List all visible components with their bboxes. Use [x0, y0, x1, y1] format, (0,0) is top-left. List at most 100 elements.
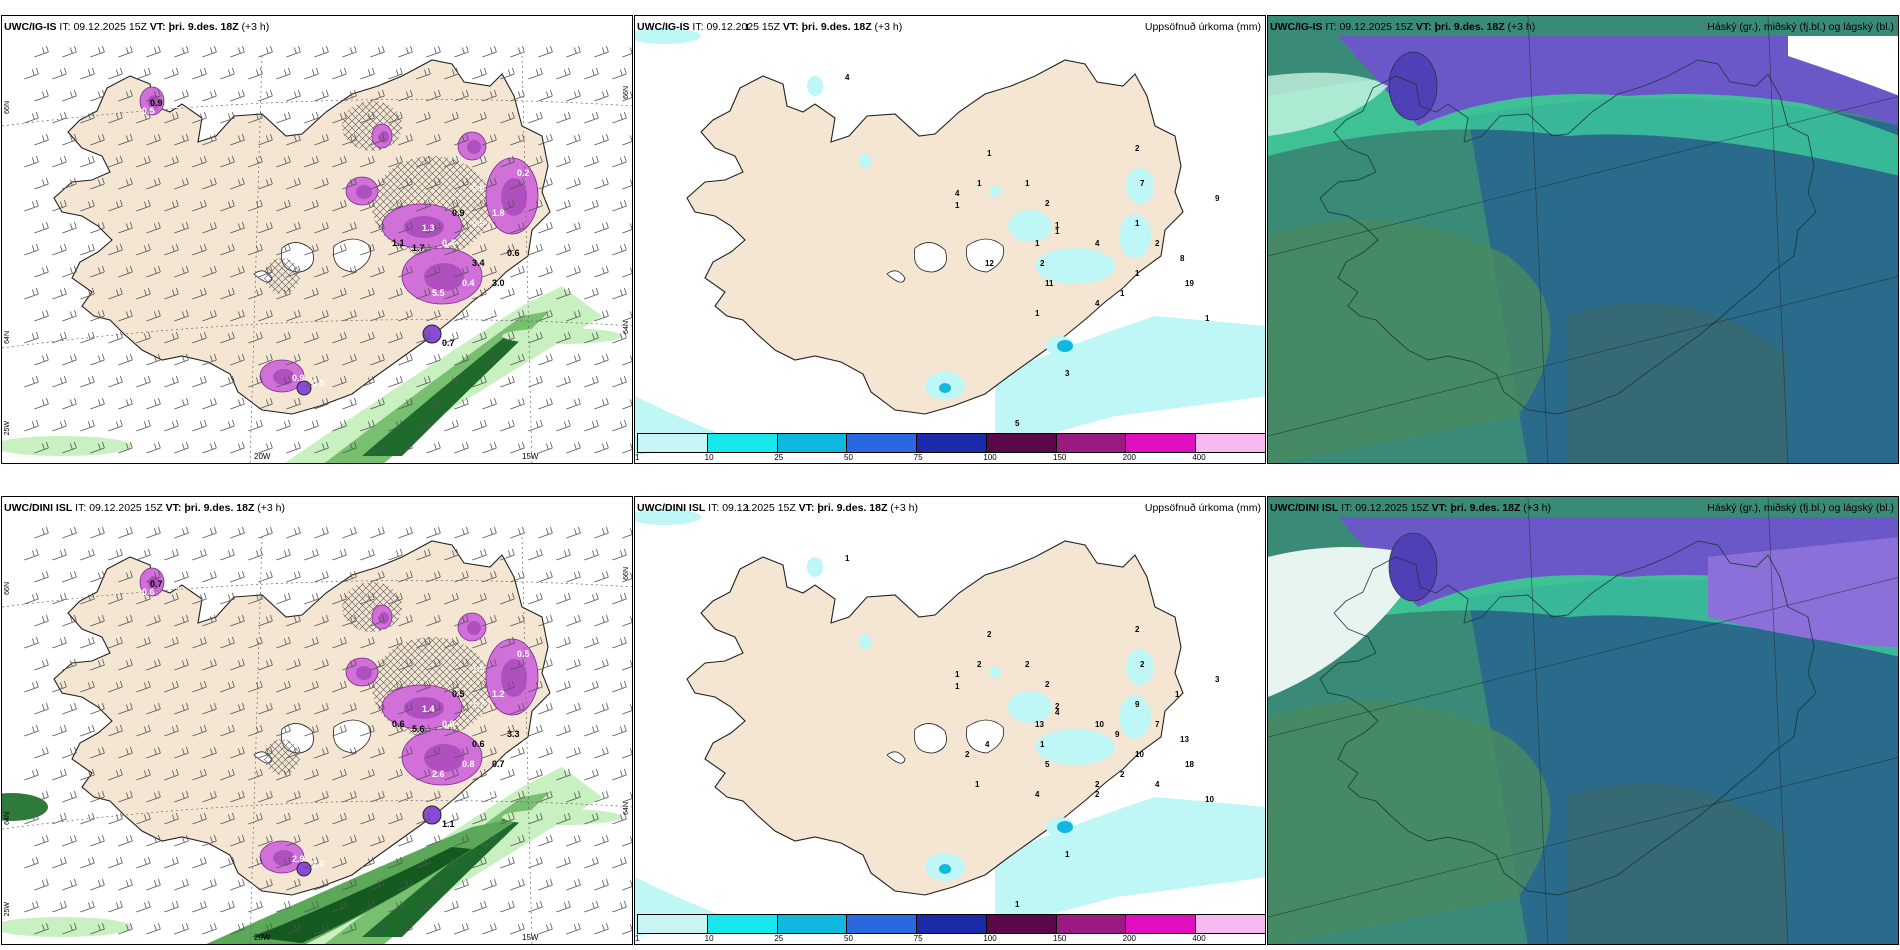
precip-value-label: 10	[1135, 750, 1144, 759]
snow-value-label: 0.8	[167, 581, 180, 591]
precip-value-label: 4	[1095, 239, 1100, 248]
cloud-map	[1268, 497, 1898, 944]
snow-value-label: 3.0	[492, 278, 505, 288]
snow-value-label: 0.7	[150, 579, 163, 589]
precip-value-label: 10	[1205, 795, 1214, 804]
colorbar-segment	[707, 915, 778, 933]
precip-value-label: 1	[955, 682, 960, 691]
snow-value-label: 0.2	[517, 168, 530, 178]
snow-value-label: 1.2	[492, 689, 505, 699]
precip-value-label: 1	[1035, 309, 1040, 318]
colorbar-tick-label: 25	[774, 934, 784, 943]
snow-value-label: 3.4	[472, 258, 485, 268]
snow-value-label: 0.5	[517, 649, 530, 659]
precip-value-label: 1	[1120, 289, 1125, 298]
snow-value-label: 5.5	[432, 288, 445, 298]
colorbar-segment	[986, 915, 1057, 933]
panel-title: UWC/DINI ISL IT: 09.12.2025 15Z VT: þri.…	[4, 502, 286, 514]
colorbar-tick-label: 1	[635, 453, 640, 462]
snow-value-label: 0.6	[472, 739, 485, 749]
snow-value-label: 1.7	[412, 243, 425, 253]
precip-value-label: 1	[745, 23, 750, 32]
snow-value-label: 0.5	[142, 106, 155, 116]
precip-value-label: 3	[1065, 369, 1070, 378]
precip-value-label: 2	[1040, 259, 1045, 268]
precip-value-label: 7	[1155, 720, 1160, 729]
snow-value-label: 0.8	[462, 759, 475, 769]
precip-value-label: 2	[977, 660, 982, 669]
wind-map: 0.9 1.20.50.91.3 0.51.1 0.40.21.75.50.4 3.00…	[2, 45, 632, 463]
colorbar-segment	[1196, 915, 1265, 933]
colorbar-segment	[986, 434, 1057, 452]
precip-value-label: 2	[1045, 680, 1050, 689]
precip-value-label: 1	[1055, 221, 1060, 230]
precip-value-label: 7	[1140, 179, 1145, 188]
snow-value-label: 1.4	[422, 704, 435, 714]
panel-title: UWC/IG-IS IT: 09.12.2025 15Z VT: þri. 9.…	[1270, 21, 1536, 33]
colorbar-ticks: 1 10 25 50 75 100 150 200 400	[635, 453, 1264, 463]
precip-value-label: 4	[1055, 708, 1060, 717]
precip-value-label: 1	[1205, 314, 1210, 323]
precip-value-label: 8	[1180, 254, 1185, 263]
precip-value-label: 4	[1095, 299, 1100, 308]
precip-value-label: 2	[1055, 702, 1060, 711]
precip-value-label: 2	[1095, 780, 1100, 789]
colorbar-segment	[707, 434, 778, 452]
cloud-title: Háský (gr.), miðský (fj.bl.) og lágský (…	[1707, 21, 1894, 33]
snow-value-label: 2.6	[432, 769, 445, 779]
colorbar-segment	[1196, 434, 1265, 452]
snow-value-label: 1.5	[472, 664, 485, 674]
precip-colorbar	[637, 914, 1265, 934]
snow-value-label: 0.6	[142, 587, 155, 597]
precip-value-label: 1	[1175, 690, 1180, 699]
colorbar-segment	[847, 434, 918, 452]
snow-value-label: 0.5	[452, 689, 465, 699]
cloud-panel-top: UWC/IG-IS IT: 09.12.2025 15Z VT: þri. 9.…	[1267, 15, 1899, 464]
snow-value-label: 0.4	[442, 238, 455, 248]
snow-value-label: 0.6	[507, 248, 520, 258]
colorbar-tick-label: 200	[1122, 934, 1137, 943]
precip-title: Uppsöfnuð úrkoma (mm)	[1144, 502, 1261, 514]
lat-label-66n: 66N	[4, 582, 11, 595]
panel-title: UWC/DINI ISL IT: 09.12.2025 15Z VT: þri.…	[1270, 502, 1552, 514]
colorbar-segment	[638, 434, 708, 452]
snow-value-label: 1.1	[442, 819, 455, 829]
precip-value-label: 5	[1045, 760, 1050, 769]
snow-value-label: 0.6	[392, 719, 405, 729]
precip-value-label: 13	[1035, 720, 1044, 729]
wind-snow-panel-bottom: UWC/DINI ISL IT: 09.12.2025 15Z VT: þri.…	[1, 496, 633, 945]
snow-value-label: 0.5	[312, 378, 325, 388]
colorbar-segment	[777, 434, 848, 452]
panel-title: UWC/DINI ISL IT: 09.12.2025 15Z VT: þri.…	[637, 502, 919, 514]
precip-value-label: 1	[1025, 179, 1030, 188]
snow-value-label: 0.8	[472, 183, 485, 193]
precip-value-label: 1	[1135, 269, 1140, 278]
lon-label-15w: 15W	[522, 933, 539, 942]
colorbar-tick-label: 1	[635, 934, 640, 943]
colorbar-segment	[1126, 915, 1197, 933]
lat-label-64n-right: 64N	[623, 802, 630, 815]
snow-value-label: 0.9	[150, 98, 163, 108]
snow-value-label: 0.7	[442, 338, 455, 348]
snow-value-label: 2.0	[312, 859, 325, 869]
precip-value-label: 1	[845, 554, 850, 563]
precip-colorbar	[637, 433, 1265, 453]
precip-value-label: 2	[1140, 660, 1145, 669]
precip-value-label: 4	[955, 189, 960, 198]
colorbar-tick-label: 100	[983, 453, 997, 462]
precip-value-label: 3	[1215, 675, 1220, 684]
precip-value-label: 1	[1055, 227, 1060, 236]
lat-label-64n: 64N	[4, 331, 11, 344]
colorbar-tick-label: 400	[1192, 453, 1206, 462]
colorbar-tick-label: 75	[913, 453, 923, 462]
precip-value-label: 1	[1040, 740, 1045, 749]
precip-value-label: 2	[1135, 144, 1140, 153]
lat-label-25w: 25W	[4, 902, 11, 917]
colorbar-tick-label: 25	[774, 453, 784, 462]
precip-value-label: 4	[845, 73, 850, 82]
precip-value-label: 5	[1015, 419, 1020, 428]
colorbar-segment	[1126, 434, 1197, 452]
precip-value-label: 2	[1025, 660, 1030, 669]
snow-value-label: 1.2	[167, 100, 180, 110]
